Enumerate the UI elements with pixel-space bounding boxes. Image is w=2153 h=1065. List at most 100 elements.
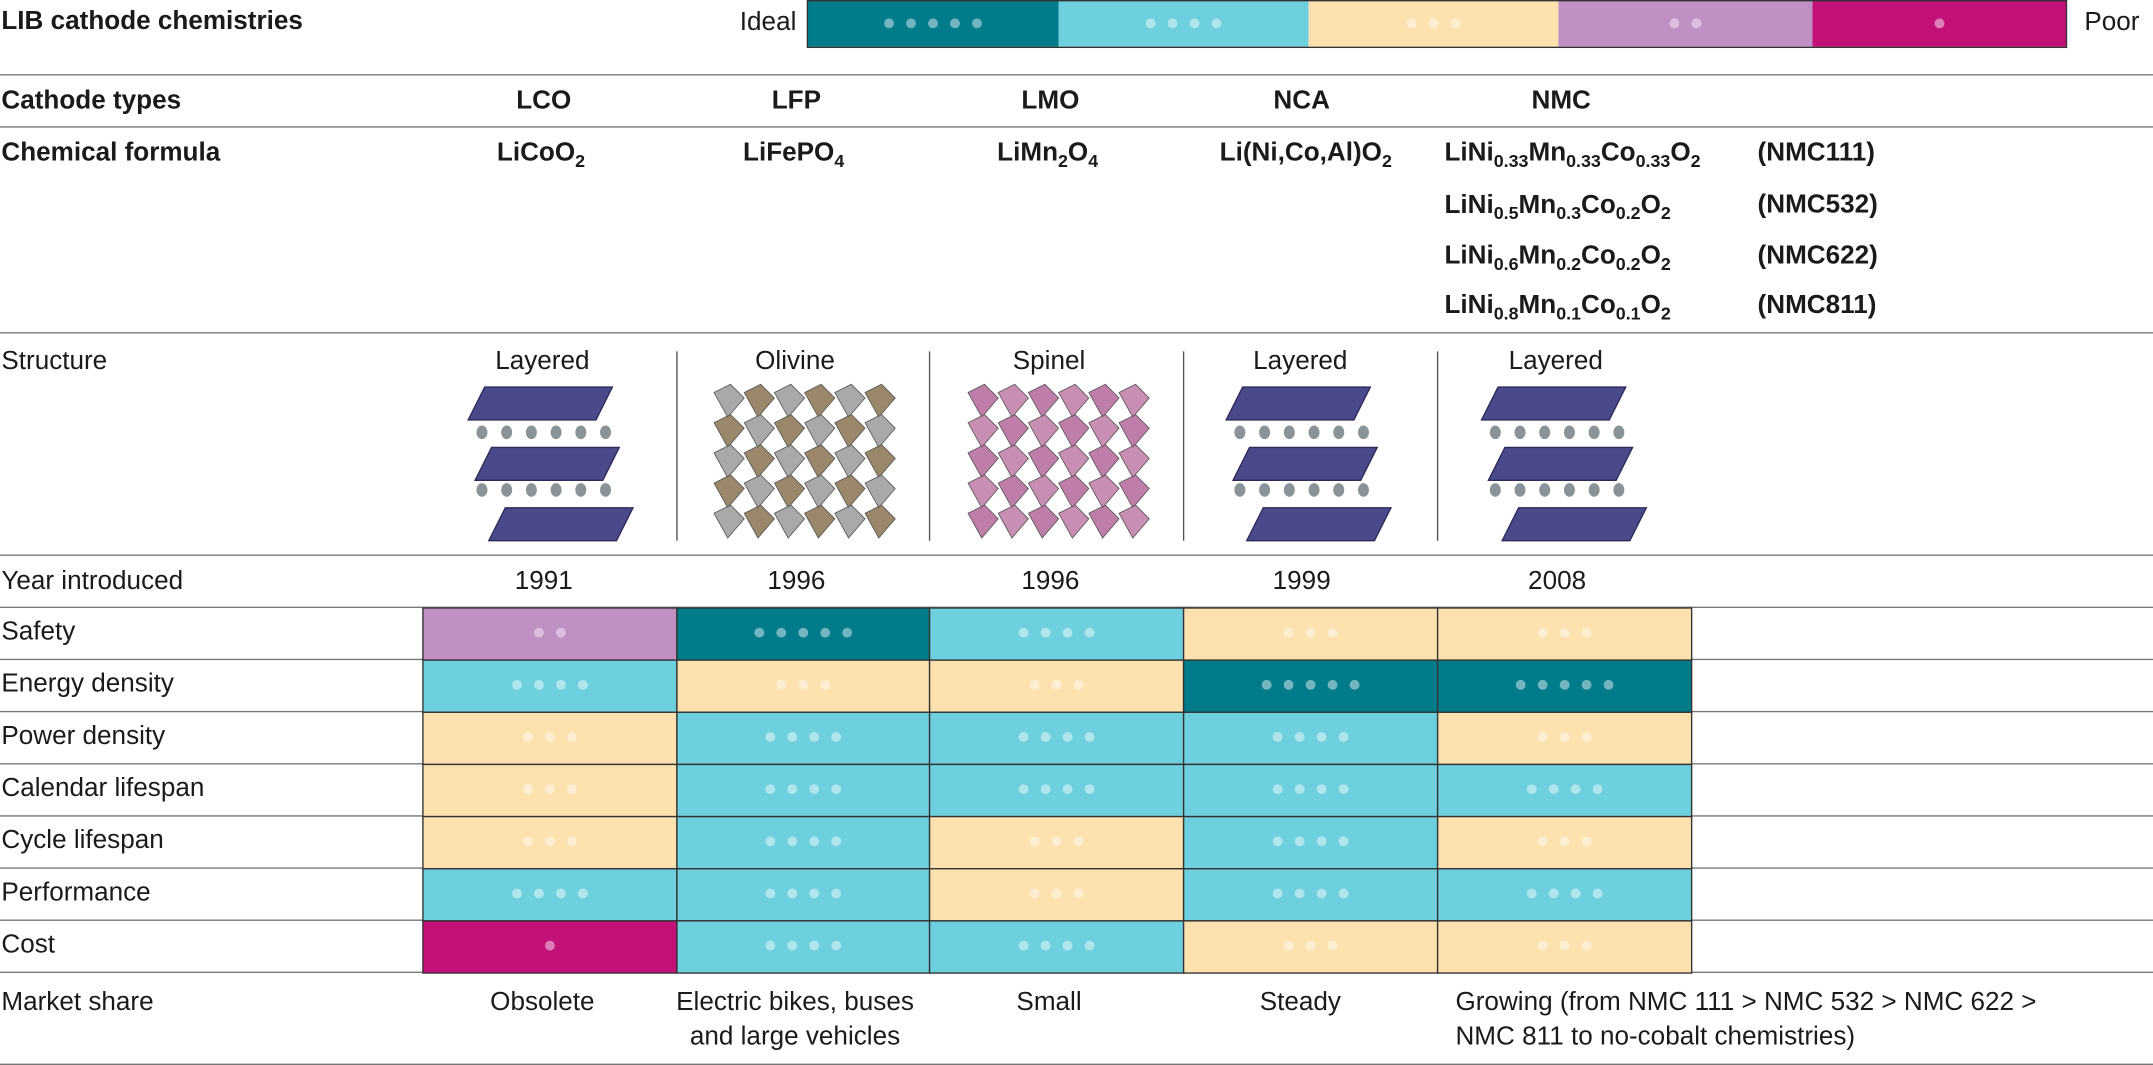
rating-cell [1182,711,1439,766]
row-header: Energy density [1,668,174,698]
polyhedron [864,383,896,418]
dot [1272,888,1283,899]
nmc-code: (NMC111) [1758,137,1875,167]
polyhedron [864,444,896,479]
ion [1489,483,1501,497]
polyhedron [864,413,896,449]
subscript: 0.5 [1494,203,1519,223]
formula-part: O [1641,289,1661,319]
structure-label: Layered [1509,345,1603,375]
structure-label: Spinel [1013,345,1086,375]
dot [776,627,787,638]
dot [1084,627,1095,638]
column-header: NMC [1531,84,1591,114]
ion [525,425,537,440]
polyhedron [834,383,866,418]
polyhedron [834,413,866,449]
dot [1051,679,1062,690]
crystal-layered [1225,386,1393,542]
year: 1999 [1273,565,1331,595]
dot [555,627,566,638]
dot [544,784,555,795]
rating-cell [422,711,678,766]
dot [544,732,555,742]
ion [1539,483,1551,497]
market-share-line: Steady [1260,986,1341,1016]
dot [1305,679,1316,690]
row-header: Cost [1,928,55,958]
dot [544,836,555,847]
legend-swatch [1308,0,1559,47]
polyhedron [713,444,745,479]
row-header: Safety [1,616,75,646]
dot [1189,18,1200,29]
dot [1548,888,1559,899]
dot [765,888,776,899]
polyhedron [743,413,775,449]
polyhedron [967,444,999,479]
rating-cell [1436,607,1693,661]
rating-cell [1436,920,1693,974]
dot [765,732,776,742]
subscript: 0.33 [1566,151,1601,171]
formula: LiMn2O4 [997,137,1098,171]
polyhedron [864,474,896,509]
formula-part: Co [1581,289,1616,319]
dot [831,784,842,795]
subscript: 2 [1382,151,1392,171]
rating-cell [1436,868,1693,922]
rating-cell [422,659,678,713]
ion [1539,425,1551,440]
polyhedron [1027,474,1060,509]
ion [501,425,513,440]
dot [1934,18,1945,29]
rating-cell [1182,659,1439,713]
dot [1581,940,1592,951]
dot [809,940,820,951]
polyhedron [743,444,775,479]
rating-cell [422,815,678,870]
dot [1559,679,1570,690]
dot [1515,679,1526,690]
ion [1283,425,1295,440]
dot [1316,784,1327,795]
dot [1283,940,1294,951]
subscript: 0.2 [1616,254,1641,274]
dot [1316,836,1327,847]
dot [1537,940,1548,951]
dot [787,784,798,795]
year: 1991 [515,565,573,595]
formula-part: Mn [1528,137,1566,167]
dot [1428,18,1439,29]
dot [1526,784,1537,795]
polyhedron [997,383,1030,418]
row-header: Power density [1,720,165,750]
polyhedron [713,413,745,449]
polyhedron [804,444,836,479]
subscript: 2 [1661,203,1671,223]
ion [1563,425,1575,440]
rating-cell [676,607,931,661]
row-header: Market share [1,986,153,1016]
crystal-layered [467,386,635,542]
ion [1234,425,1246,440]
rating-cell [928,607,1185,661]
ion [501,483,513,497]
dot [1526,888,1537,899]
ion [1613,483,1625,497]
dot [1145,18,1156,29]
subscript: 0.3 [1556,203,1581,223]
ion [1333,425,1345,440]
dot [1062,627,1073,638]
polyhedron [804,474,836,509]
market-share-line: and large vehicles [690,1020,900,1050]
formula: LiNi0.5Mn0.3Co0.2O2 [1444,189,1670,223]
rating-cell [676,920,931,974]
dot [1537,836,1548,847]
dot [523,836,533,847]
dot [1051,888,1062,899]
formula-part: O [1641,189,1661,219]
dot [1018,627,1029,638]
dot [566,732,577,742]
